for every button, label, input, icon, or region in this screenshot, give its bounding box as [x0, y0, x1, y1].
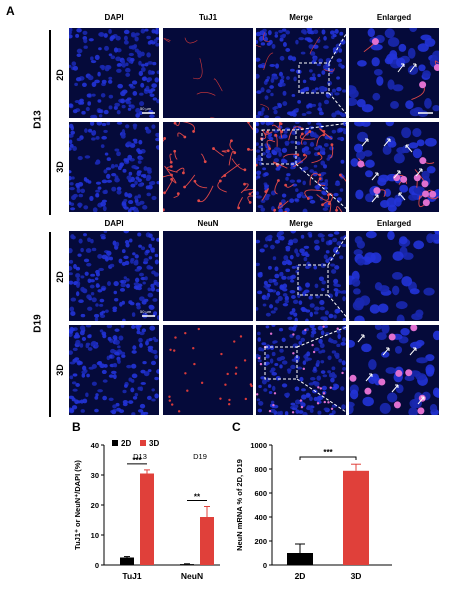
y-tick-label-c: 0: [263, 561, 267, 570]
x-category-label-b: NeuN: [181, 571, 203, 581]
y-tick-label-b: 20: [91, 501, 99, 510]
zoom-line-2d-d13-b: [328, 92, 350, 118]
image-neun-3d-d19: [163, 325, 253, 415]
arrow-icon: [371, 172, 379, 181]
x-category-label-b: TuJ1: [122, 571, 141, 581]
y-axis-label-b: TuJ1⁺ or NeuN⁺/DAPI (%): [73, 460, 82, 550]
arrow-icon: [409, 63, 417, 73]
chart-c: 0 200 400 600 800 1000 NeuN mRNA % of 2D, D19 2…: [232, 425, 432, 585]
panel-c-letter: C: [232, 420, 241, 434]
arrow-icon: [371, 194, 379, 203]
bar-b-3D-NeuN: [200, 517, 214, 565]
scale-bar-label-d13: 50 µm: [140, 106, 152, 111]
x-category-label-c: 3D: [351, 571, 362, 581]
significance-label-b: **: [194, 493, 201, 502]
image-merge-3d-d13: [256, 122, 346, 212]
image-enlarged-2d-d19: [349, 231, 439, 321]
zoom-line-2d-d19-a: [327, 231, 350, 266]
group-bar-d19: [49, 232, 51, 417]
zoom-line-2d-d19-b: [327, 294, 350, 321]
image-merge-2d-d19: [256, 231, 346, 321]
arrow-icon: [391, 384, 399, 393]
col-head-tuj1: TuJ1: [198, 13, 218, 22]
arrow-icon: [417, 396, 425, 405]
col-head-dapi-d19: DAPI: [104, 219, 124, 228]
image-tuj1-2d-d13: [163, 28, 253, 118]
y-tick-label-c: 200: [254, 537, 267, 546]
zoom-box-3d-d19: [264, 346, 298, 380]
panel-a-letter: A: [6, 4, 15, 18]
arrow-icon: [393, 170, 401, 179]
col-head-merge-d19: Merge: [289, 219, 313, 228]
legend-label-b: 3D: [149, 439, 159, 448]
arrow-icon: [405, 144, 413, 153]
arrow-icon: [415, 168, 423, 177]
arrow-icon: [357, 334, 365, 343]
zoom-line-3d-d19-b: [296, 378, 350, 415]
arrow-icon: [382, 347, 390, 356]
zoom-box-2d-d13: [298, 62, 330, 94]
chart-b: 0 10 20 30 40 TuJ1⁺ or NeuN⁺/DAPI (%) TuJ1 D13 *…: [70, 425, 230, 585]
image-dapi-3d-d19: [69, 325, 159, 415]
group-bar-d13: [49, 30, 51, 215]
arrow-icon: [361, 138, 369, 147]
significance-label-b: ***: [132, 456, 142, 465]
col-head-enlarged-d19: Enlarged: [376, 219, 412, 228]
col-head-dapi-d13: DAPI: [104, 13, 124, 22]
y-tick-label-b: 40: [91, 441, 99, 450]
y-tick-label-c: 400: [254, 513, 267, 522]
y-tick-label-c: 600: [254, 489, 267, 498]
bar-c-3D: [343, 470, 369, 565]
legend-label-b: 2D: [121, 439, 131, 448]
bar-b-2D-NeuN: [180, 564, 194, 565]
group-label-b: D19: [193, 452, 207, 461]
col-head-enlarged-d13: Enlarged: [376, 13, 412, 22]
image-neun-2d-d19: [163, 231, 253, 321]
legend-swatch-b: [112, 440, 118, 446]
y-tick-label-c: 1000: [250, 441, 267, 450]
zoom-line-3d-d13-b: [295, 163, 350, 212]
bar-b-2D-TuJ1: [120, 557, 134, 565]
arrow-icon: [409, 347, 417, 356]
image-enlarged-3d-d13: [349, 122, 439, 212]
image-merge-2d-d13: [256, 28, 346, 118]
arrow-icon: [365, 373, 373, 382]
zoom-box-3d-d13: [261, 129, 297, 165]
legend-swatch-b: [140, 440, 146, 446]
zoom-line-3d-d19-a: [296, 325, 350, 348]
significance-line-c: [299, 456, 357, 460]
y-tick-label-b: 10: [91, 531, 99, 540]
group-label-b: D13: [133, 452, 147, 461]
y-tick-label-b: 30: [91, 471, 99, 480]
image-dapi-2d-d19: [69, 231, 159, 321]
arrow-icon: [383, 138, 391, 147]
col-head-merge-d13: Merge: [289, 13, 313, 22]
image-dapi-3d-d13: [69, 122, 159, 212]
y-tick-label-c: 800: [254, 465, 267, 474]
significance-label-c: ***: [323, 448, 333, 457]
arrow-icon: [398, 192, 406, 201]
arrow-icon: [397, 63, 405, 73]
image-dapi-2d-d13: [69, 28, 159, 118]
image-tuj1-3d-d13: [163, 122, 253, 212]
image-enlarged-2d-d13: [349, 28, 439, 118]
col-head-neun: NeuN: [197, 219, 219, 228]
y-tick-label-b: 0: [95, 561, 99, 570]
zoom-box-2d-d19: [297, 264, 329, 296]
scale-bar-label-d19: 50 µm: [140, 309, 152, 314]
bar-c-2D: [287, 553, 313, 565]
bar-b-3D-TuJ1: [140, 473, 154, 565]
y-axis-label-c: NeuN mRNA % of 2D, D19: [235, 459, 244, 551]
x-category-label-c: 2D: [295, 571, 306, 581]
zoom-line-2d-d13-a: [328, 28, 350, 64]
panel-b-letter: B: [72, 420, 81, 434]
image-merge-3d-d19: [256, 325, 346, 415]
zoom-line-3d-d13-a: [295, 122, 350, 131]
